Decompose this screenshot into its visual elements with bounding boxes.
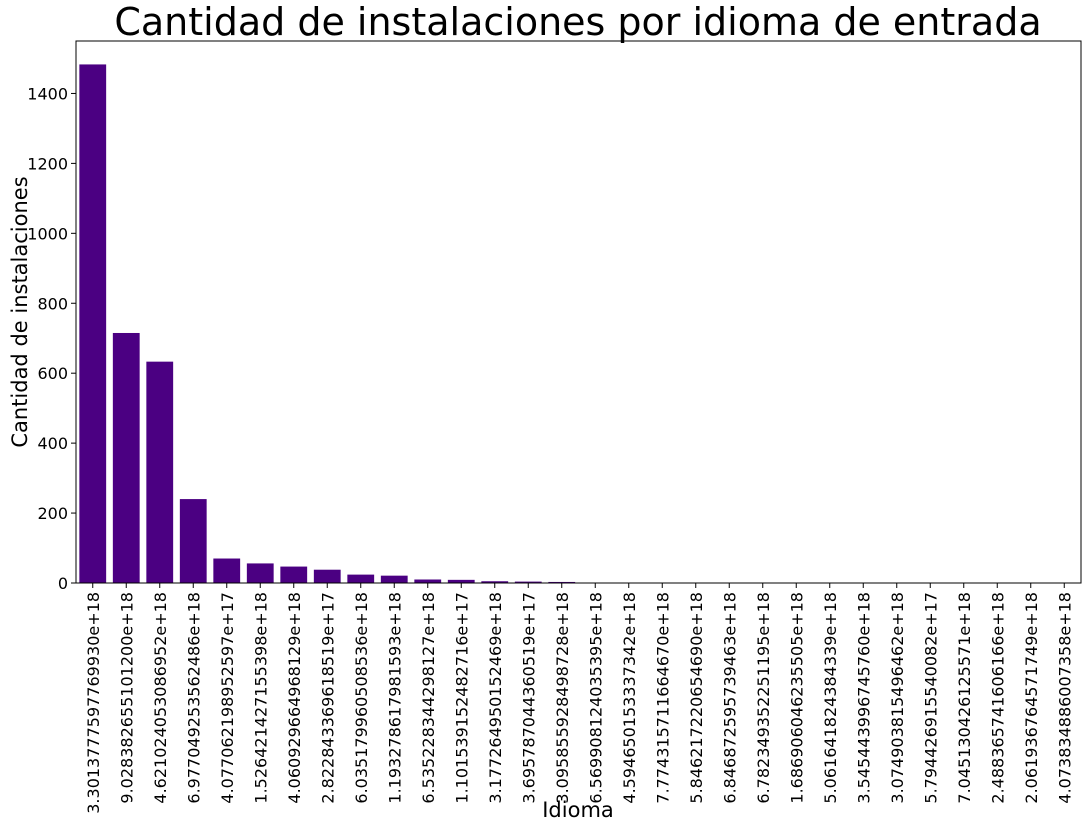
x-tick-label: 2.822843369618519e+17 xyxy=(318,592,337,804)
x-tick-label: 3.695787044360519e+17 xyxy=(519,592,538,804)
bar xyxy=(112,332,140,583)
x-tick-label: 5.794426915540082e+17 xyxy=(921,592,940,804)
bar xyxy=(548,581,576,583)
x-tick-label: 9.028382655101200e+18 xyxy=(117,592,136,804)
bars-group xyxy=(79,64,1078,584)
y-tick-label: 1000 xyxy=(27,224,68,243)
x-tick-label: 5.846217220654690e+18 xyxy=(687,592,706,804)
x-ticks-group: 3.3013777597769930e+18 9.028382655101200e… xyxy=(84,583,1074,814)
x-tick-label: 7.774315711664670e+18 xyxy=(653,592,672,804)
y-tick-label: 800 xyxy=(37,294,68,313)
y-tick-label: 1200 xyxy=(27,154,68,173)
y-tick-label: 600 xyxy=(37,364,68,383)
x-tick-label: 1.193278617981593e+18 xyxy=(385,592,404,804)
bar xyxy=(179,499,207,583)
bar xyxy=(514,581,542,583)
plot-frame xyxy=(75,40,1082,584)
x-tick-label: 1.686906046235505e+18 xyxy=(787,592,806,804)
x-tick-label: 2.061936764571749e+18 xyxy=(1022,592,1041,804)
x-tick-label: 3.177264950152469e+18 xyxy=(486,592,505,804)
bar xyxy=(313,569,341,583)
x-tick-label: 2.488365741606166e+18 xyxy=(988,592,1007,804)
x-tick-label: 6.977049253562486e+18 xyxy=(184,592,203,804)
bar xyxy=(347,574,375,583)
bar xyxy=(447,579,475,583)
y-tick-label: 0 xyxy=(58,574,68,593)
y-tick-label: 400 xyxy=(37,434,68,453)
bar xyxy=(481,581,509,583)
x-tick-label: 4.594650153337342e+18 xyxy=(620,592,639,804)
x-axis-label: Idioma xyxy=(542,798,614,822)
x-tick-label: 1.526421427155398e+18 xyxy=(251,592,270,804)
y-tick-label: 200 xyxy=(37,504,68,523)
x-tick-label: 4.077062198952597e+17 xyxy=(218,592,237,804)
x-tick-label: 3.545443996745760e+18 xyxy=(854,592,873,804)
x-tick-label: 1.101539152482716e+17 xyxy=(452,592,471,804)
bar xyxy=(146,361,174,583)
y-ticks-group: 0 200 400 600 800 1000 1200 1400 xyxy=(27,84,76,593)
x-tick-label: 6.535228344298127e+18 xyxy=(419,592,438,804)
bar xyxy=(280,566,308,583)
chart-title: Cantidad de instalaciones por idioma de … xyxy=(114,0,1041,44)
x-tick-label: 7.045130426125571e+18 xyxy=(955,592,974,804)
x-tick-label: 4.621024053086952e+18 xyxy=(151,592,170,804)
x-tick-label: 3.3013777597769930e+18 xyxy=(84,592,103,814)
x-tick-label: 6.782349352251195e+18 xyxy=(754,592,773,804)
bar xyxy=(79,64,107,584)
x-tick-label: 4.060929664968129e+18 xyxy=(285,592,304,804)
bar xyxy=(414,579,442,583)
x-tick-label: 6.035179960508536e+18 xyxy=(352,592,371,804)
bar xyxy=(246,563,274,583)
x-tick-label: 6.569908124035395e+18 xyxy=(586,592,605,804)
bar xyxy=(380,575,408,583)
x-tick-label: 6.846872595739463e+18 xyxy=(720,592,739,804)
bar xyxy=(213,558,241,583)
y-axis-label: Cantidad de instalaciones xyxy=(8,176,32,447)
x-tick-label: 4.073834886007358e+18 xyxy=(1055,592,1074,804)
x-tick-label: 5.061641824384339e+18 xyxy=(821,592,840,804)
x-tick-label: 3.074903815496462e+18 xyxy=(888,592,907,804)
x-tick-label: 3.095855928498728e+18 xyxy=(553,592,572,804)
y-tick-label: 1400 xyxy=(27,84,68,103)
